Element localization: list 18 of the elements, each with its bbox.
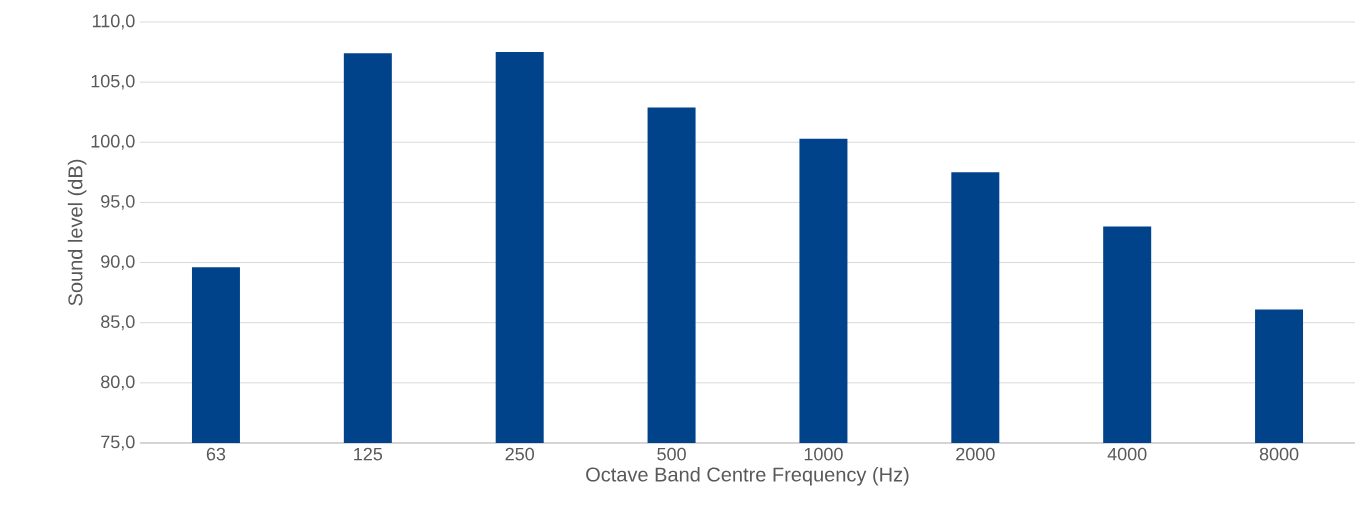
y-tick-label: 75,0 <box>101 435 135 451</box>
x-tick-label: 250 <box>505 447 534 461</box>
y-axis-title: Sound level (dB) <box>67 159 87 306</box>
x-tick-label: 1000 <box>804 447 843 461</box>
y-tick-label: 80,0 <box>101 375 135 391</box>
y-tick-label: 90,0 <box>101 255 135 270</box>
x-tick-label: 125 <box>354 447 383 461</box>
y-tick-label: 105,0 <box>91 74 135 90</box>
x-tick-label: 4000 <box>1107 447 1147 461</box>
x-axis-title: Octave Band Centre Frequency (Hz) <box>586 466 909 486</box>
x-tick-label: 8000 <box>1259 447 1299 461</box>
y-tick-label: 100,0 <box>91 134 135 150</box>
x-tick-label: 63 <box>206 447 226 461</box>
y-tick-label: 110,0 <box>92 14 135 30</box>
x-tick-label: 2000 <box>956 447 995 461</box>
y-tick-label: 95,0 <box>101 194 135 210</box>
x-tick-label: 500 <box>657 447 686 461</box>
y-tick-label: 85,0 <box>101 315 135 331</box>
